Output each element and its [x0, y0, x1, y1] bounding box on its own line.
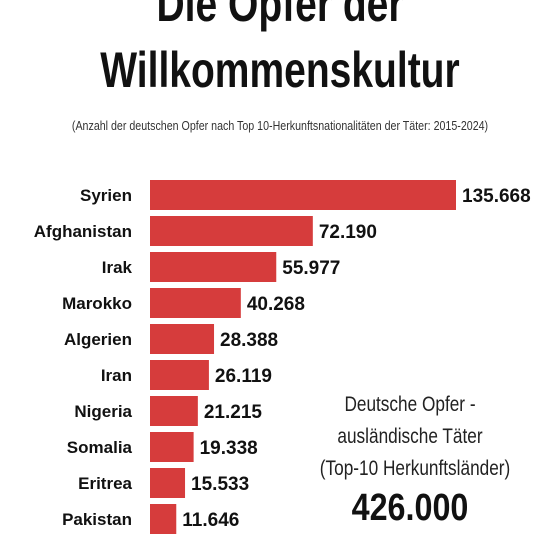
bar-iran: [150, 360, 209, 390]
value-label-nigeria: 21.215: [204, 402, 263, 423]
category-label-somalia: Somalia: [67, 438, 133, 457]
bar-irak: [150, 252, 277, 282]
bar-pakistan: [150, 504, 177, 534]
bar-nigeria: [150, 396, 198, 426]
category-label-eritrea: Eritrea: [78, 474, 132, 493]
category-label-algerien: Algerien: [64, 330, 132, 349]
category-label-iran: Iran: [101, 366, 132, 385]
value-label-pakistan: 11.646: [182, 510, 239, 531]
value-label-irak: 55.977: [282, 258, 340, 279]
value-label-somalia: 19.338: [200, 438, 258, 459]
category-label-pakistan: Pakistan: [62, 510, 132, 529]
category-label-afghanistan: Afghanistan: [34, 222, 132, 241]
summary-line-3: (Top-10 Herkunftsländer): [319, 457, 511, 480]
value-label-algerien: 28.388: [220, 330, 278, 351]
bar-algerien: [150, 324, 215, 354]
category-label-marokko: Marokko: [62, 294, 132, 313]
bar-eritrea: [150, 468, 186, 498]
chart-title-line-1: Die Opfer der: [156, 0, 404, 32]
bar-afghanistan: [150, 216, 313, 246]
summary-total: 426.000: [351, 487, 469, 529]
value-label-iran: 26.119: [215, 366, 272, 387]
bar-marokko: [150, 288, 241, 318]
bar-syrien: [150, 180, 456, 210]
category-label-syrien: Syrien: [80, 186, 132, 205]
summary-line-2: ausländische Täter: [337, 425, 483, 448]
value-label-syrien: 135.668: [462, 186, 531, 207]
summary-line-1: Deutsche Opfer -: [344, 393, 476, 416]
category-label-irak: Irak: [102, 258, 133, 277]
chart-subtitle: (Anzahl der deutschen Opfer nach Top 10-…: [71, 118, 489, 133]
value-label-eritrea: 15.533: [191, 474, 249, 495]
bar-somalia: [150, 432, 194, 462]
category-label-nigeria: Nigeria: [74, 402, 132, 421]
chart-title-line-2: Willkommenskultur: [100, 42, 460, 98]
value-label-afghanistan: 72.190: [319, 222, 377, 243]
value-label-marokko: 40.268: [247, 294, 305, 315]
